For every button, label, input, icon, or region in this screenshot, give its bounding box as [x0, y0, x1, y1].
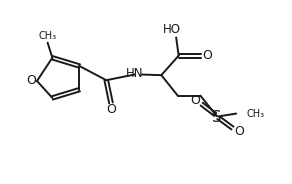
Text: CH₃: CH₃ [39, 31, 57, 41]
Text: O: O [190, 94, 200, 107]
Text: CH₃: CH₃ [246, 109, 265, 118]
Text: HO: HO [163, 23, 181, 36]
Text: O: O [234, 125, 244, 138]
Text: O: O [26, 75, 36, 87]
Text: S: S [212, 110, 221, 125]
Text: O: O [203, 49, 213, 62]
Text: HN: HN [126, 67, 144, 80]
Text: O: O [106, 103, 116, 116]
